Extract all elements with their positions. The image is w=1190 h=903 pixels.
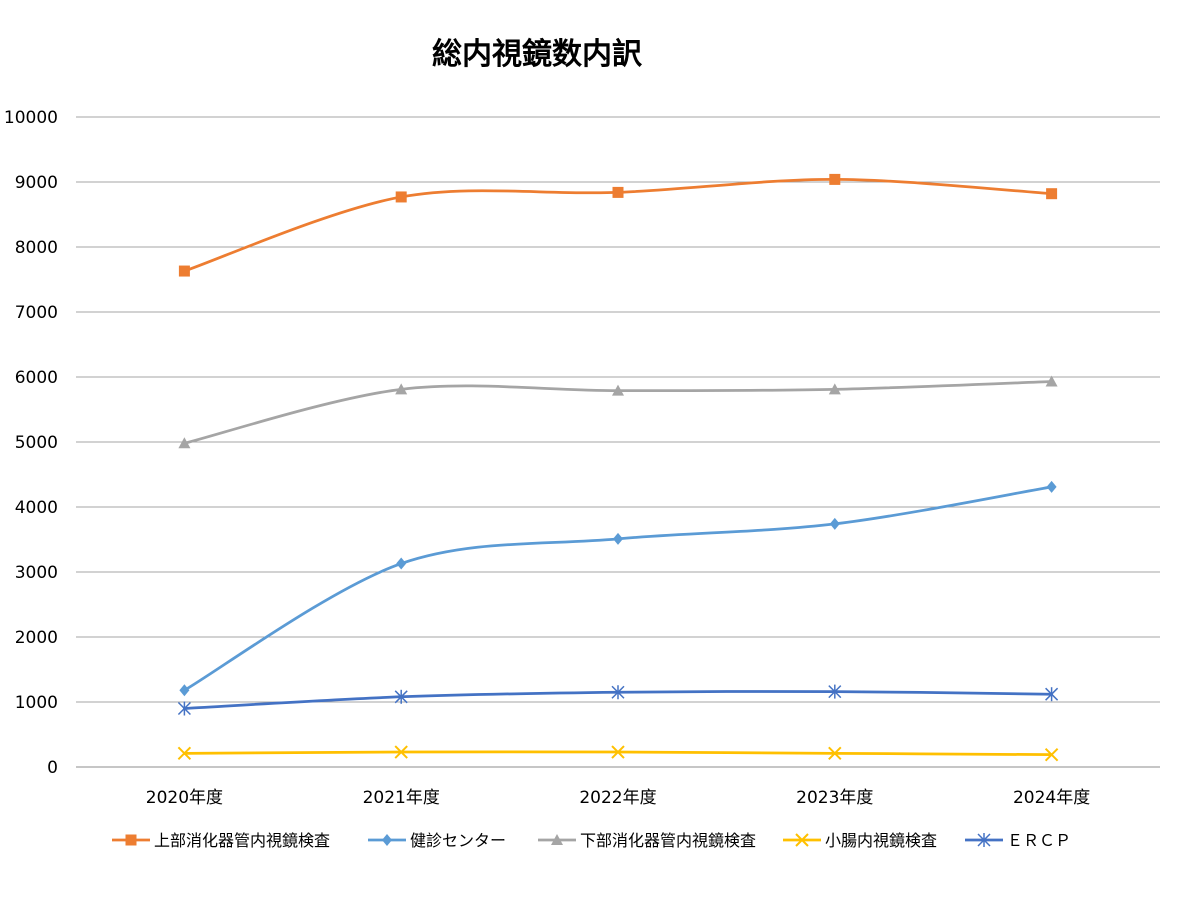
data-point [177,701,191,716]
series-4 [177,745,1059,762]
y-tick-label: 0 [47,758,58,778]
data-point [178,437,191,449]
legend-label: 上部消化器管内視鏡検査 [154,831,330,850]
legend-marker [977,833,991,847]
x-tick-label: 2023年度 [796,788,873,808]
data-point [179,684,190,697]
data-point [396,557,407,570]
legend-marker [795,833,809,847]
data-point [1045,687,1059,702]
data-point [395,383,408,395]
y-tick-label: 7000 [15,303,58,323]
series-1 [178,173,1058,277]
x-tick-label: 2020年度 [146,788,223,808]
data-point [828,383,841,395]
x-tick-label: 2024年度 [1013,788,1090,808]
data-point [612,186,624,198]
data-point [395,191,407,203]
data-point [394,745,408,759]
y-tick-label: 10000 [4,108,58,128]
y-tick-label: 2000 [15,628,58,648]
series-line [183,485,1053,692]
legend-marker [551,834,563,845]
gridlines [76,116,1160,768]
y-tick-label: 6000 [15,368,58,388]
y-tick-label: 5000 [15,433,58,453]
y-axis: 0 1000 2000 3000 4000 5000 6000 7000 8000 9000 100… [4,108,58,778]
data-point [1045,375,1058,387]
data-point [611,685,625,700]
legend: 上部消化器管内視鏡検査 健診センター 下部消化器管内視鏡検査 小腸内視鏡検査 ＥＲＣＰ [112,831,1071,850]
legend-marker [382,834,392,846]
legend-label: 健診センター [410,831,506,850]
y-tick-label: 3000 [15,563,58,583]
series-5 [177,684,1059,716]
series-layer [177,173,1059,762]
legend-label: 下部消化器管内視鏡検査 [580,831,756,850]
data-point [612,384,624,396]
data-point [613,532,623,545]
data-point [178,265,190,277]
x-tick-label: 2022年度 [579,788,656,808]
legend-item: ＥＲＣＰ [965,831,1071,850]
data-point [394,689,408,704]
data-point [829,517,840,530]
data-point [611,745,625,759]
x-axis: 2020年度 2021年度 2022年度 2023年度 2024年度 [146,788,1090,808]
data-point [177,746,192,761]
legend-marker [125,834,137,846]
x-tick-label: 2021年度 [363,788,440,808]
y-tick-label: 4000 [15,498,58,518]
y-tick-label: 1000 [15,693,58,713]
data-point [828,684,842,699]
legend-label: ＥＲＣＰ [1007,831,1071,850]
legend-item: 上部消化器管内視鏡検査 [112,831,330,850]
data-point [1044,747,1059,762]
series-2 [179,480,1057,697]
chart-title: 総内視鏡数内訳 [432,37,643,72]
data-point [1046,188,1058,200]
legend-item: 小腸内視鏡検査 [783,831,937,850]
legend-label: 小腸内視鏡検査 [825,831,937,850]
series-3 [178,375,1058,449]
data-point [1046,480,1057,493]
y-tick-label: 9000 [15,173,58,193]
legend-item: 下部消化器管内視鏡検査 [538,831,756,850]
data-point [829,173,841,185]
y-tick-label: 8000 [15,238,58,258]
legend-item: 健診センター [368,831,506,850]
data-point [828,746,842,761]
